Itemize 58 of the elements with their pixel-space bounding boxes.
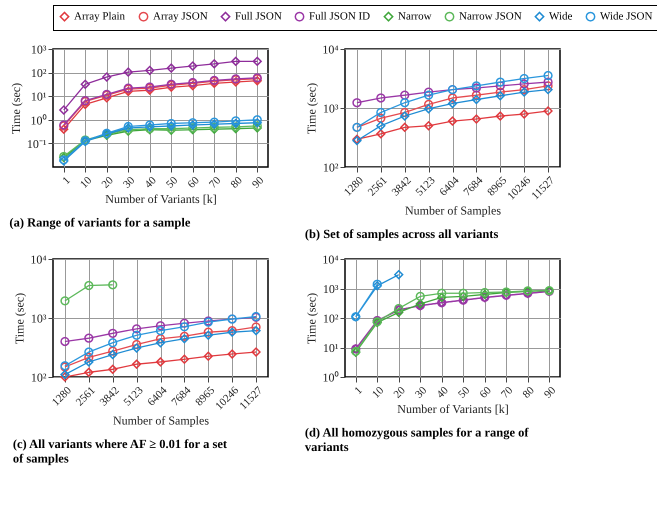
- y-tick-label: 10⁴: [322, 252, 338, 266]
- x-tick-label: 90: [542, 384, 559, 401]
- y-tick-label: 10²: [322, 312, 339, 326]
- x-tick-label: 50: [456, 384, 473, 401]
- x-axis-title: Number of Variants [k]: [397, 402, 509, 416]
- y-tick-label: 10⁰: [30, 113, 46, 128]
- y-tick-label: 10⁰: [322, 370, 338, 384]
- y-tick-label: 10²: [322, 160, 339, 174]
- x-tick-label: 6404: [145, 384, 170, 409]
- x-tick-label: 40: [434, 384, 452, 401]
- legend-label: Narrow JSON: [459, 10, 522, 23]
- x-axis-title: Number of Variants [k]: [105, 192, 217, 206]
- y-tick-label: 10³: [322, 102, 339, 116]
- x-tick-label: 80: [520, 384, 538, 401]
- x-tick-label: 40: [142, 174, 160, 191]
- x-tick-label: 20: [99, 174, 116, 191]
- legend-label: Wide JSON: [600, 10, 652, 23]
- legend-label: Array JSON: [153, 10, 208, 23]
- y-axis-title: Time (sec): [304, 292, 318, 344]
- x-tick-label: 6404: [437, 174, 462, 199]
- text: (d) All homozygous samples for a range of variants: [304, 426, 530, 454]
- text: (b) Set of samples across all variants: [304, 227, 498, 242]
- y-tick-label: 10³: [322, 282, 339, 296]
- x-tick-label: 1: [352, 384, 365, 397]
- legend-label: Full JSON ID: [309, 10, 370, 23]
- text: (c) All variants where AF ≥ 0.01 for a set of samples: [12, 437, 228, 466]
- legend-label: Narrow: [398, 10, 432, 23]
- y-tick-label: 10⁴: [30, 252, 46, 266]
- y-axis-title: Time (sec): [8, 82, 23, 134]
- x-tick-label: 70: [498, 384, 516, 401]
- x-axis-title: Number of Samples: [113, 414, 210, 428]
- x-tick-label: 80: [228, 174, 246, 191]
- y-tick-label: 10²: [30, 66, 47, 80]
- x-tick-label: 20: [391, 384, 408, 401]
- x-tick-label: 10: [78, 174, 95, 191]
- text: (a) Range of variants for a sample: [9, 216, 191, 230]
- x-tick-label: 1: [60, 174, 73, 187]
- y-tick-label: 10³: [30, 312, 47, 326]
- y-tick-label: 10¹: [30, 90, 47, 104]
- y-tick-label: 10³: [30, 42, 47, 56]
- y-tick-label: 10¹: [322, 341, 339, 355]
- y-tick-label: 10²: [30, 370, 47, 384]
- x-tick-label: 30: [120, 174, 138, 191]
- y-axis-title: Time (sec): [12, 292, 26, 344]
- x-axis-title: Number of Samples: [405, 204, 502, 218]
- x-tick-label: 60: [477, 384, 494, 401]
- y-tick-label: 10⁴: [322, 42, 338, 56]
- x-tick-label: 90: [250, 174, 267, 191]
- x-tick-label: 30: [412, 384, 430, 401]
- x-tick-label: 50: [164, 174, 181, 191]
- legend-label: Array Plain: [74, 10, 126, 23]
- y-tick-label: 10⁻¹: [26, 136, 47, 151]
- x-tick-label: 60: [185, 174, 202, 191]
- legend-label: Full JSON: [235, 10, 282, 23]
- x-tick-label: 10: [370, 384, 387, 401]
- legend-label: Wide: [549, 10, 572, 23]
- y-axis-title: Time (sec): [304, 82, 318, 134]
- x-tick-label: 70: [206, 174, 224, 191]
